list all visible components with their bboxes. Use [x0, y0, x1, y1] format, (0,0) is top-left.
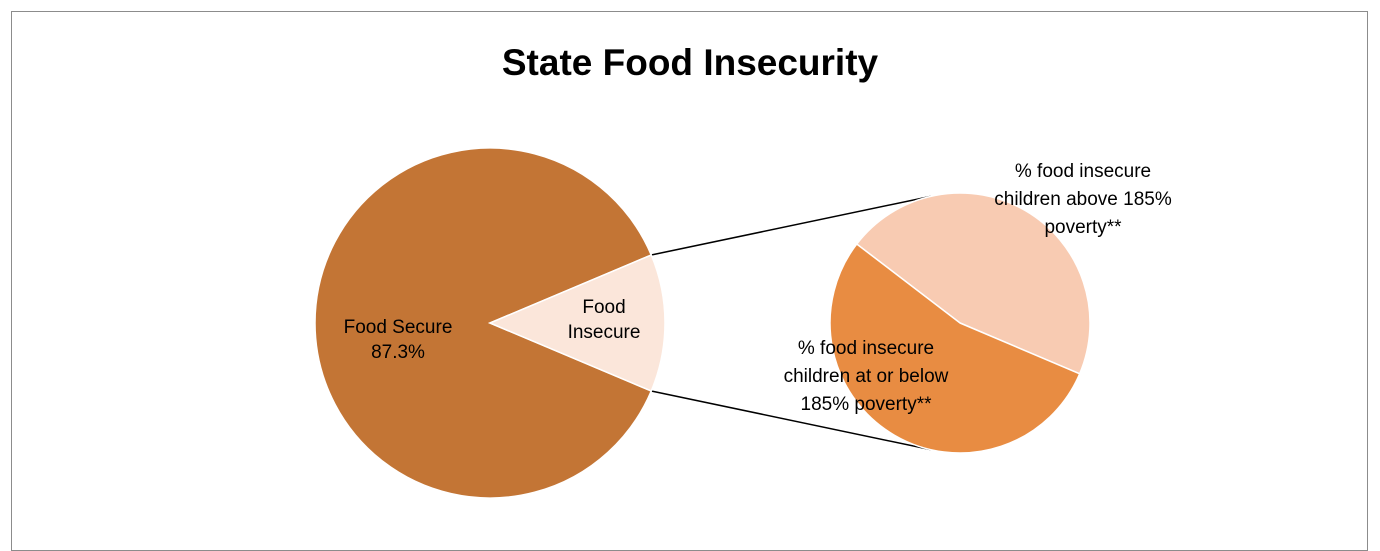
label-above-185-poverty: % food insecure children above 185% povert… — [994, 161, 1172, 238]
slice-above-185-poverty — [855, 192, 1091, 375]
slice-at-or-below-185-poverty — [829, 242, 1081, 454]
slice-food-secure — [314, 147, 653, 499]
connector-line-bottom — [651, 390, 931, 451]
connector-line-top — [651, 195, 931, 256]
label-food-insecure: Food Insecure — [568, 297, 641, 343]
label-at-or-below-185-poverty: % food insecure children at or below 185% … — [784, 338, 949, 415]
chart-title: State Food Insecurity — [501, 42, 879, 83]
slice-food-insecure — [488, 254, 666, 392]
label-food-secure: Food Secure 87.3% — [344, 317, 453, 363]
chart-frame — [11, 11, 1368, 551]
